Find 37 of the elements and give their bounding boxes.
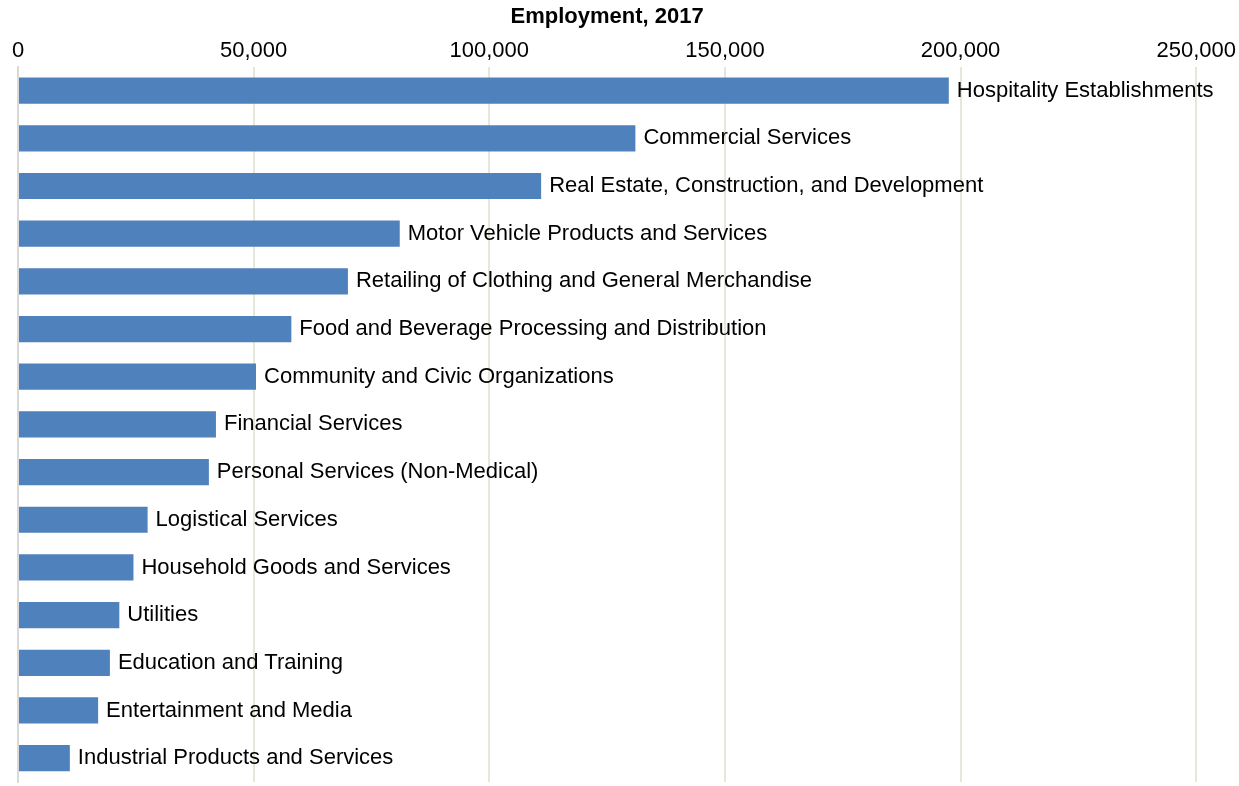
bar bbox=[19, 77, 949, 104]
bar bbox=[19, 125, 636, 152]
bar bbox=[19, 458, 209, 486]
y-tick-label: Financial Services bbox=[223, 410, 403, 436]
x-tick-label: 100,000 bbox=[449, 36, 530, 62]
y-tick-label: Food and Beverage Processing and Distribution bbox=[299, 315, 767, 341]
bar bbox=[19, 745, 70, 772]
bar bbox=[19, 363, 256, 390]
y-tick-label: Retailing of Clothing and General Merchandise bbox=[355, 267, 813, 293]
x-tick-label: 50,000 bbox=[220, 36, 288, 62]
y-tick-label: Logistical Services bbox=[155, 505, 338, 531]
bar bbox=[19, 220, 400, 247]
y-tick-label: Hospitality Establishments bbox=[956, 76, 1214, 102]
y-tick-label: Real Estate, Construction, and Development bbox=[549, 172, 984, 198]
y-tick-label: Community and Civic Organizations bbox=[264, 362, 614, 388]
bar bbox=[19, 602, 120, 629]
y-tick-label: Industrial Products and Services bbox=[77, 744, 394, 770]
bar bbox=[19, 649, 110, 676]
x-tick-label: 150,000 bbox=[685, 36, 765, 62]
bar bbox=[19, 172, 542, 200]
bar bbox=[19, 506, 148, 533]
x-tick-label: 0 bbox=[11, 36, 25, 62]
x-tick-label: 200,000 bbox=[920, 36, 1001, 62]
x-axis-title: Employment, 2017 bbox=[510, 3, 704, 29]
x-tick-label: 250,000 bbox=[1156, 36, 1236, 62]
y-tick-label: Education and Training bbox=[117, 648, 343, 674]
y-tick-label: Household Goods and Services bbox=[141, 553, 451, 579]
y-tick-label: Personal Services (Non-Medical) bbox=[216, 458, 539, 484]
bar bbox=[19, 315, 292, 343]
y-tick-label: Commercial Services bbox=[643, 124, 852, 150]
bar bbox=[19, 554, 134, 581]
bar bbox=[19, 411, 216, 438]
bar bbox=[19, 268, 348, 295]
y-tick-label: Entertainment and Media bbox=[106, 696, 353, 722]
bar bbox=[19, 697, 99, 724]
y-tick-label: Utilities bbox=[127, 601, 199, 627]
y-tick-label: Motor Vehicle Products and Services bbox=[407, 219, 768, 245]
